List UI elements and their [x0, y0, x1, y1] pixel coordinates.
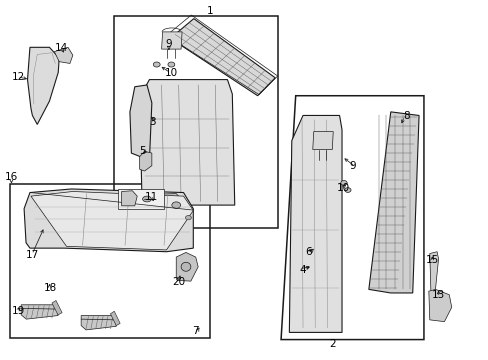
Text: 8: 8	[403, 111, 409, 121]
Polygon shape	[27, 47, 59, 125]
Polygon shape	[289, 116, 341, 332]
Bar	[118, 189, 163, 209]
Polygon shape	[140, 151, 152, 171]
Ellipse shape	[344, 188, 350, 192]
Ellipse shape	[167, 62, 174, 67]
Ellipse shape	[153, 62, 160, 67]
Ellipse shape	[340, 180, 346, 185]
Text: 11: 11	[144, 192, 158, 202]
Polygon shape	[24, 189, 193, 252]
Text: 20: 20	[172, 277, 185, 287]
Text: 9: 9	[165, 40, 172, 49]
Polygon shape	[312, 132, 332, 149]
Polygon shape	[140, 80, 234, 205]
Polygon shape	[130, 85, 152, 160]
Polygon shape	[81, 316, 116, 330]
Text: 14: 14	[55, 43, 68, 53]
Polygon shape	[52, 301, 62, 315]
Ellipse shape	[142, 196, 151, 202]
Text: 9: 9	[348, 161, 355, 171]
Polygon shape	[21, 305, 58, 319]
Polygon shape	[31, 192, 193, 250]
Text: 1: 1	[206, 6, 213, 16]
Text: 10: 10	[336, 183, 349, 193]
Bar	[10, 184, 210, 338]
Polygon shape	[428, 289, 451, 321]
Text: 12: 12	[11, 72, 24, 82]
Polygon shape	[429, 252, 438, 304]
Text: 16: 16	[5, 172, 18, 182]
Text: 19: 19	[11, 306, 24, 316]
Ellipse shape	[185, 216, 191, 220]
Text: 3: 3	[149, 117, 156, 127]
Polygon shape	[161, 32, 182, 49]
Text: 18: 18	[43, 283, 57, 293]
Polygon shape	[54, 47, 73, 63]
Ellipse shape	[181, 262, 190, 271]
Text: 17: 17	[26, 249, 39, 260]
Polygon shape	[110, 311, 120, 325]
Text: 7: 7	[191, 325, 198, 336]
Text: 15: 15	[425, 255, 438, 265]
Text: 2: 2	[328, 338, 335, 348]
Polygon shape	[170, 19, 275, 96]
Text: 5: 5	[140, 146, 146, 156]
Polygon shape	[146, 194, 185, 220]
Polygon shape	[122, 191, 137, 206]
Polygon shape	[176, 252, 198, 281]
Bar	[114, 16, 277, 228]
Polygon shape	[368, 112, 418, 293]
Text: 13: 13	[431, 291, 444, 301]
Text: 6: 6	[305, 247, 311, 257]
Ellipse shape	[171, 202, 180, 208]
Text: 4: 4	[299, 265, 305, 275]
Text: 10: 10	[164, 68, 178, 78]
